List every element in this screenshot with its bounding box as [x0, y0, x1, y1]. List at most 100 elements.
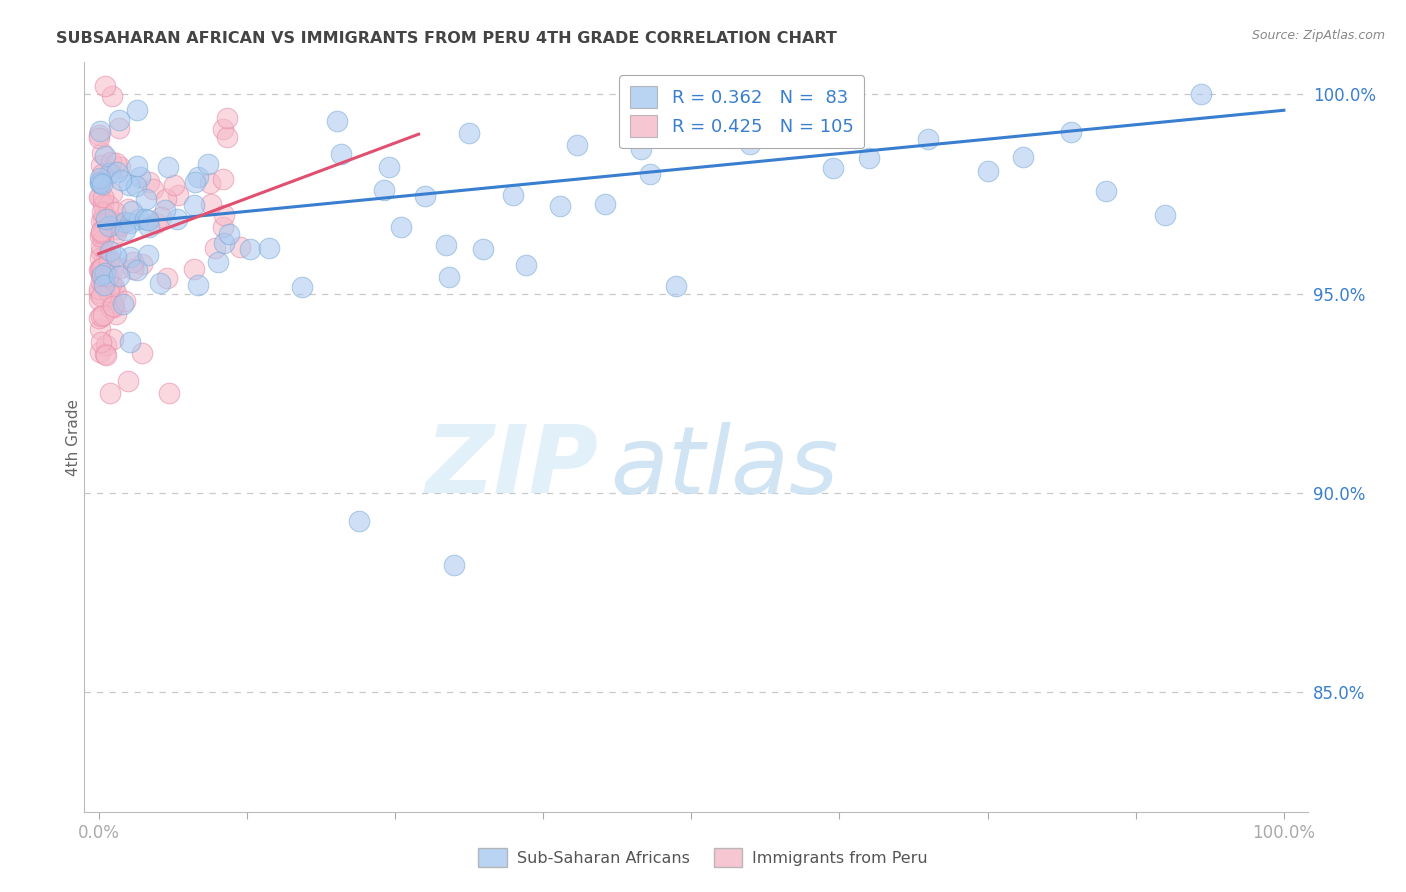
Point — [437, 270, 460, 285]
Point — [548, 199, 571, 213]
Point — [443, 558, 465, 572]
Point — [98, 219, 121, 233]
Point — [212, 208, 235, 222]
Point — [91, 260, 114, 275]
Point — [1012, 150, 1035, 164]
Point — [127, 262, 149, 277]
Point — [156, 160, 179, 174]
Point — [97, 198, 120, 212]
Point — [89, 190, 111, 204]
Point — [97, 268, 120, 283]
Point — [166, 211, 188, 226]
Point — [89, 190, 111, 204]
Point — [155, 202, 177, 217]
Y-axis label: 4th Grade: 4th Grade — [66, 399, 80, 475]
Point — [134, 211, 156, 226]
Point — [630, 142, 652, 156]
Legend: Sub-Saharan Africans, Immigrants from Peru: Sub-Saharan Africans, Immigrants from Pe… — [472, 842, 934, 873]
Point — [136, 212, 159, 227]
Point — [89, 322, 111, 336]
Point — [200, 197, 222, 211]
Point — [94, 266, 117, 280]
Point — [593, 197, 616, 211]
Point — [150, 210, 173, 224]
Point — [89, 282, 111, 296]
Point — [101, 332, 124, 346]
Point — [104, 286, 127, 301]
Point — [858, 151, 880, 165]
Point — [197, 157, 219, 171]
Point — [96, 338, 118, 352]
Point — [377, 161, 399, 175]
Point — [98, 254, 121, 268]
Point — [166, 187, 188, 202]
Point — [101, 299, 124, 313]
Point — [112, 296, 135, 310]
Point — [97, 251, 120, 265]
Point — [101, 186, 124, 200]
Point — [93, 260, 115, 275]
Point — [114, 215, 136, 229]
Point — [93, 276, 115, 290]
Point — [156, 270, 179, 285]
Point — [125, 179, 148, 194]
Point — [118, 178, 141, 193]
Point — [110, 172, 132, 186]
Point — [976, 163, 998, 178]
Point — [131, 346, 153, 360]
Point — [291, 280, 314, 294]
Point — [117, 374, 139, 388]
Point — [128, 212, 150, 227]
Point — [121, 261, 143, 276]
Point — [89, 263, 111, 277]
Point — [118, 216, 141, 230]
Point — [215, 112, 238, 126]
Point — [91, 226, 114, 240]
Point — [145, 216, 167, 230]
Point — [90, 261, 112, 276]
Point — [218, 227, 240, 241]
Point — [121, 255, 143, 269]
Point — [163, 178, 186, 192]
Point — [155, 192, 177, 206]
Legend: R = 0.362   N =  83, R = 0.425   N = 105: R = 0.362 N = 83, R = 0.425 N = 105 — [620, 75, 865, 148]
Point — [211, 172, 233, 186]
Point — [118, 250, 141, 264]
Point — [1189, 87, 1212, 102]
Point — [458, 126, 481, 140]
Point — [93, 79, 115, 94]
Point — [90, 245, 112, 260]
Point — [567, 137, 589, 152]
Point — [90, 289, 112, 303]
Point — [108, 260, 131, 275]
Point — [204, 241, 226, 255]
Point — [640, 167, 662, 181]
Point — [105, 226, 128, 240]
Point — [100, 265, 122, 279]
Point — [89, 251, 111, 265]
Text: ZIP: ZIP — [425, 421, 598, 513]
Point — [94, 212, 117, 227]
Point — [89, 128, 111, 142]
Point — [186, 169, 208, 184]
Point — [389, 219, 412, 234]
Point — [90, 226, 112, 240]
Point — [90, 239, 112, 253]
Point — [91, 233, 114, 247]
Point — [434, 238, 457, 252]
Point — [135, 192, 157, 206]
Point — [90, 276, 112, 290]
Text: SUBSAHARAN AFRICAN VS IMMIGRANTS FROM PERU 4TH GRADE CORRELATION CHART: SUBSAHARAN AFRICAN VS IMMIGRANTS FROM PE… — [56, 31, 837, 46]
Point — [100, 301, 122, 315]
Point — [775, 115, 797, 129]
Point — [98, 166, 121, 180]
Point — [472, 242, 495, 256]
Point — [90, 173, 112, 187]
Point — [90, 268, 112, 282]
Text: Source: ZipAtlas.com: Source: ZipAtlas.com — [1251, 29, 1385, 42]
Point — [93, 271, 115, 285]
Point — [91, 190, 114, 204]
Point — [89, 131, 111, 145]
Point — [93, 347, 115, 361]
Point — [105, 307, 128, 321]
